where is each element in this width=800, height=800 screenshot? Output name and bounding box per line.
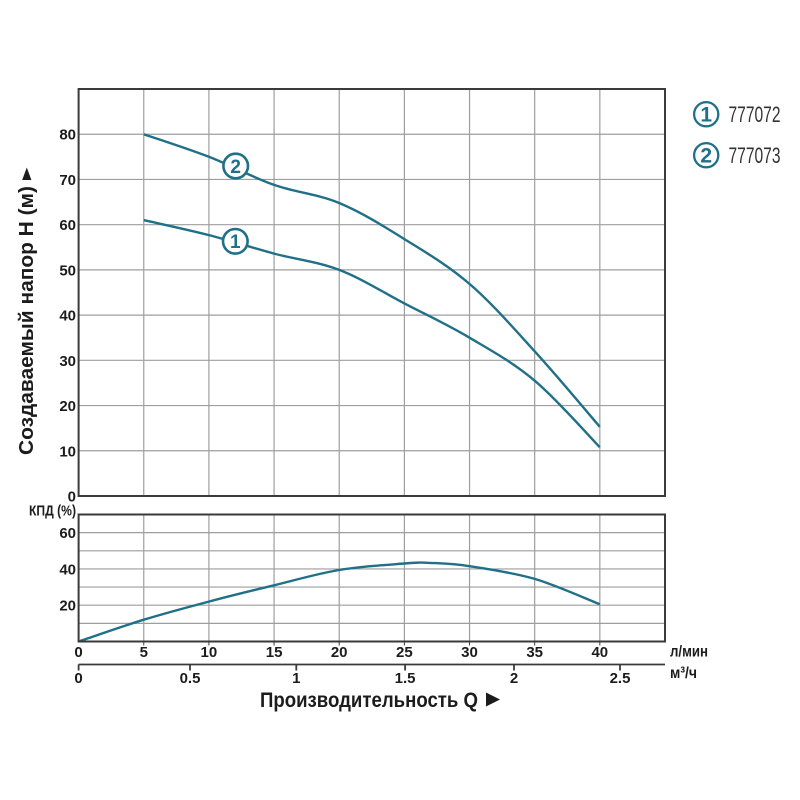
svg-text:40: 40 xyxy=(59,561,76,578)
svg-text:777073: 777073 xyxy=(729,143,781,168)
svg-text:2: 2 xyxy=(510,670,518,687)
svg-text:0: 0 xyxy=(74,644,82,661)
svg-text:10: 10 xyxy=(201,644,218,661)
svg-text:50: 50 xyxy=(59,262,76,279)
svg-text:0.5: 0.5 xyxy=(180,670,201,687)
svg-text:30: 30 xyxy=(59,353,76,370)
svg-text:2: 2 xyxy=(700,145,712,168)
svg-text:30: 30 xyxy=(461,644,478,661)
svg-text:5: 5 xyxy=(140,644,148,661)
svg-text:Производительность Q: Производительность Q xyxy=(260,689,478,712)
svg-text:777072: 777072 xyxy=(729,102,781,127)
svg-text:м³/ч: м³/ч xyxy=(670,665,697,682)
svg-text:2.5: 2.5 xyxy=(610,670,631,687)
svg-text:1.5: 1.5 xyxy=(395,670,416,687)
svg-text:25: 25 xyxy=(396,644,413,661)
svg-text:л/мин: л/мин xyxy=(670,644,708,661)
svg-text:20: 20 xyxy=(59,398,76,415)
svg-text:15: 15 xyxy=(266,644,283,661)
svg-text:2: 2 xyxy=(230,157,241,178)
svg-text:20: 20 xyxy=(59,598,76,615)
svg-text:60: 60 xyxy=(59,217,76,234)
svg-text:1: 1 xyxy=(292,670,300,687)
svg-text:0: 0 xyxy=(74,670,82,687)
svg-text:КПД (%): КПД (%) xyxy=(29,503,76,520)
svg-text:0: 0 xyxy=(68,489,76,506)
svg-text:70: 70 xyxy=(59,172,76,189)
svg-text:Создаваемый напор Н (м): Создаваемый напор Н (м) xyxy=(16,186,38,455)
svg-text:35: 35 xyxy=(526,644,543,661)
svg-text:10: 10 xyxy=(59,443,76,460)
svg-text:1: 1 xyxy=(700,104,712,127)
svg-text:40: 40 xyxy=(591,644,608,661)
svg-text:1: 1 xyxy=(230,232,241,253)
svg-text:60: 60 xyxy=(59,525,76,542)
svg-text:40: 40 xyxy=(59,308,76,325)
svg-text:20: 20 xyxy=(331,644,348,661)
svg-text:80: 80 xyxy=(59,127,76,144)
